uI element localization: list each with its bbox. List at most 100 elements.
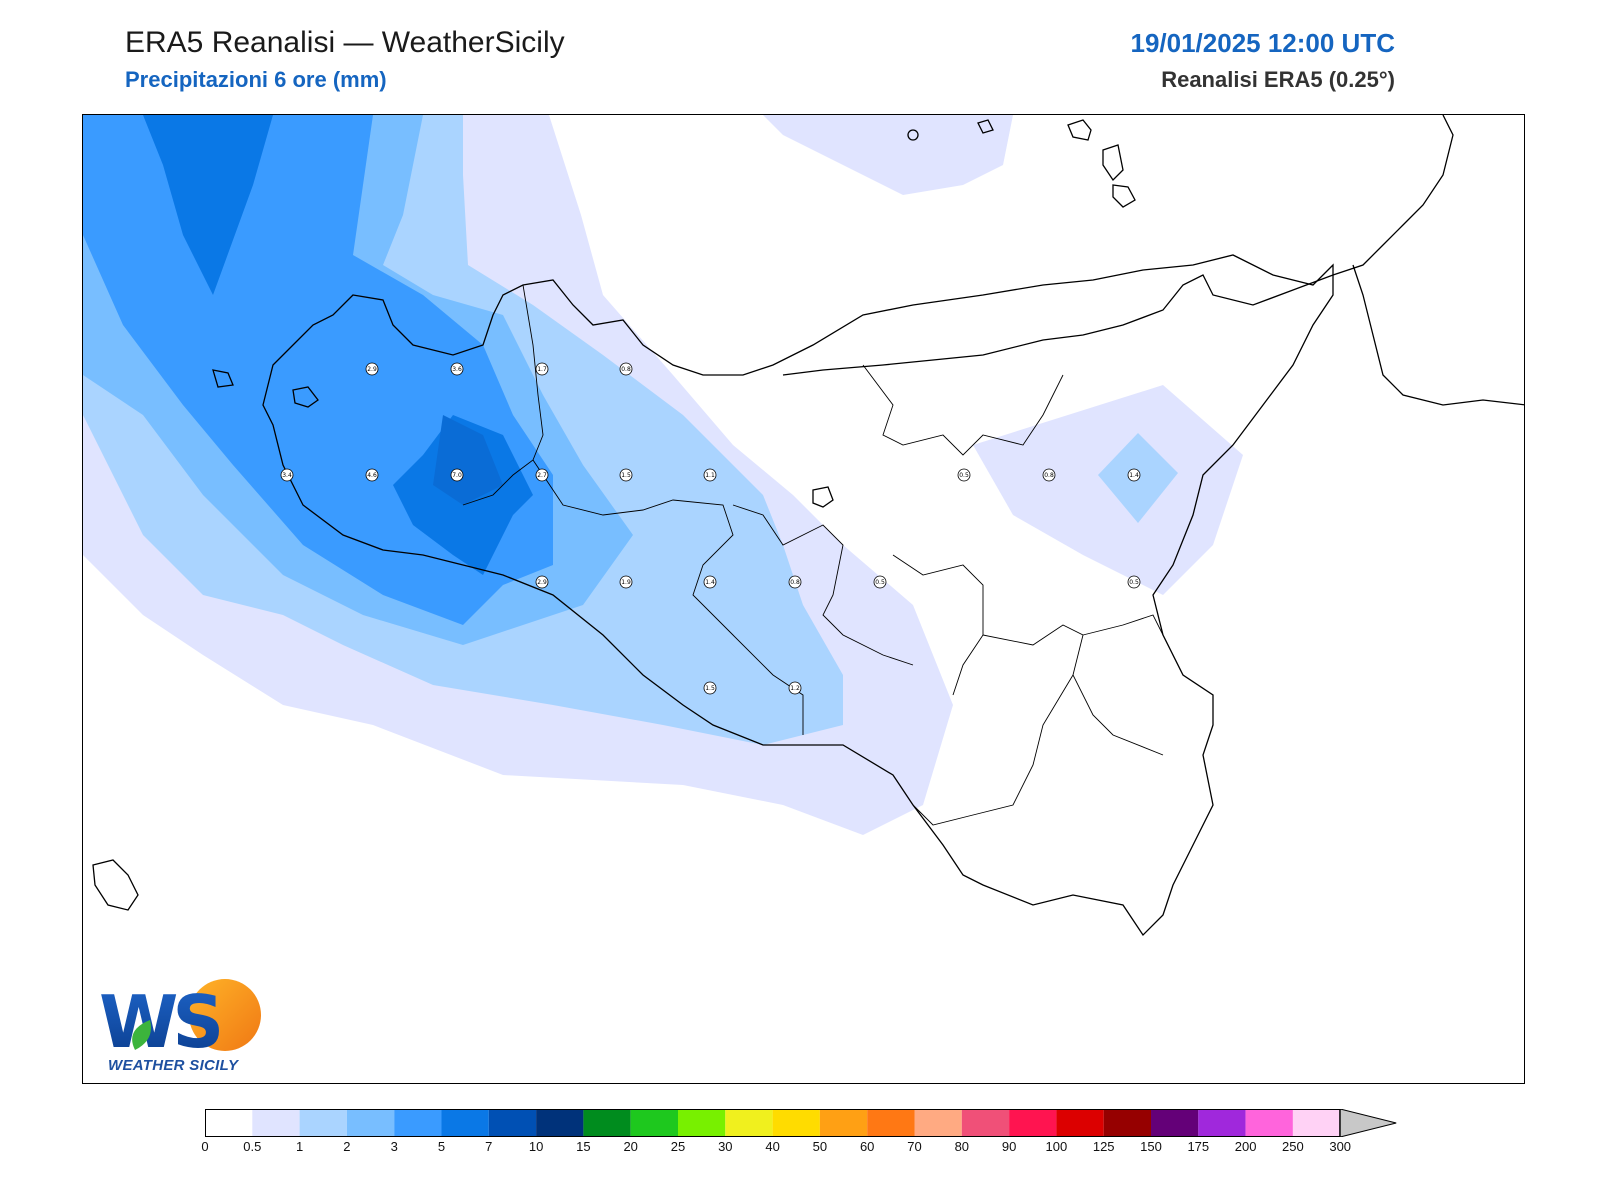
colorbar-swatch [536, 1109, 584, 1137]
map-title: ERA5 Reanalisi — WeatherSicily [125, 26, 565, 59]
colorbar-swatch [1151, 1109, 1199, 1137]
station-marker-circle [788, 575, 802, 589]
colorbar-swatch [678, 1109, 726, 1137]
calabria-north-coast [782, 274, 1334, 376]
station-marker-circle [1042, 468, 1056, 482]
logo-leaf-icon [132, 1020, 151, 1050]
station-marker-value: 2.9 [537, 579, 547, 586]
border-siracusa-catania-east [1082, 614, 1164, 636]
logo-letters: WS [99, 980, 219, 1064]
station-value-marker: 3.4 [280, 468, 294, 482]
colorbar-swatch [205, 1109, 253, 1137]
border-ragusa [912, 674, 1074, 826]
station-value-marker: 1.2 [788, 681, 802, 695]
station-marker-circle [280, 468, 294, 482]
station-marker-circle [873, 575, 887, 589]
station-value-marker: 1.4 [1127, 468, 1141, 482]
map-canvas: 2.9 3.6 1.7 0.8 3.4 4.6 7.0 2.7 1.5 1.1 0.5 0.8 1.4 2… [83, 115, 1524, 937]
colorbar-tick-label: 40 [765, 1139, 780, 1154]
station-marker-value: 3.4 [282, 472, 292, 479]
colorbar-overflow-arrow [1339, 1109, 1397, 1137]
station-marker-circle [788, 681, 802, 695]
station-marker-circle [535, 468, 549, 482]
station-value-marker: 0.8 [1042, 468, 1056, 482]
colorbar-tick-label: 0 [201, 1139, 209, 1154]
station-marker-circle [365, 468, 379, 482]
border-messina [862, 364, 1064, 456]
station-marker-circle [1127, 468, 1141, 482]
valid-datetime: 19/01/2025 12:00 UTC [1130, 28, 1395, 58]
station-marker-circle [1127, 575, 1141, 589]
colorbar-swatch [441, 1109, 489, 1137]
colorbar-swatch [725, 1109, 773, 1137]
colorbar-swatch [772, 1109, 820, 1137]
island-salina [977, 119, 994, 134]
colorbar-swatch [394, 1109, 442, 1137]
island-pantelleria [92, 859, 139, 911]
station-marker-value: 1.4 [705, 579, 715, 586]
colorbar-swatch [1103, 1109, 1151, 1137]
station-marker-value: 1.5 [621, 472, 631, 479]
colorbar-swatch [488, 1109, 537, 1137]
precipitation-contours [83, 115, 1243, 835]
coastlines [92, 115, 1524, 937]
station-value-marker: 4.6 [365, 468, 379, 482]
colorbar [205, 1109, 1397, 1137]
station-value-marker: 1.7 [535, 362, 549, 376]
station-marker-circle [365, 362, 379, 376]
colorbar-tick-label: 90 [1001, 1139, 1017, 1154]
colorbar-swatch [1292, 1109, 1341, 1137]
colorbar-swatch [346, 1109, 395, 1137]
colorbar-swatch [961, 1109, 1010, 1137]
map-subtitle: Precipitazioni 6 ore (mm) [125, 67, 387, 92]
sicily-coastline [262, 254, 1334, 937]
colorbar-swatch [1245, 1109, 1293, 1137]
colorbar-tick-label: 60 [859, 1139, 875, 1154]
station-marker-value: 2.7 [537, 472, 547, 479]
colorbar-labels: 0 0.5 1 2 3 5 7 10 15 20 25 30 40 50 60 70 80 90 100 125 150… [0, 1139, 1600, 1159]
border-enna-catania [892, 554, 984, 696]
colorbar-tick-label: 300 [1329, 1139, 1352, 1154]
colorbar-tick-label: 3 [390, 1139, 398, 1154]
colorbar-tick-label: 100 [1045, 1139, 1068, 1154]
colorbar-tick-label: 2 [343, 1139, 351, 1154]
station-marker-circle [450, 362, 464, 376]
contour-0.5-north [763, 115, 1013, 195]
precipitation-map: 2.9 3.6 1.7 0.8 3.4 4.6 7.0 2.7 1.5 1.1 0.5 0.8 1.4 2… [82, 114, 1525, 1084]
border-trapani-palermo [462, 284, 544, 506]
colorbar-tick-label: 5 [437, 1139, 446, 1154]
calabria-coastline [1332, 115, 1524, 406]
station-marker-circle [450, 468, 464, 482]
station-marker-value: 1.2 [790, 685, 800, 692]
colorbar-swatch [252, 1109, 300, 1137]
weather-sicily-logo: WS [99, 979, 261, 1064]
station-value-marker: 1.1 [703, 468, 717, 482]
station-value-marker: 3.6 [450, 362, 464, 376]
station-value-marker: 0.5 [1127, 575, 1141, 589]
colorbar-swatch [914, 1109, 962, 1137]
station-marker-value: 2.9 [367, 366, 377, 373]
station-marker-value: 1.5 [705, 685, 715, 692]
station-marker-circle [619, 575, 633, 589]
station-marker-value: 0.5 [959, 472, 969, 479]
colorbar-swatch [583, 1109, 631, 1137]
colorbar-swatch [1198, 1109, 1246, 1137]
colorbar-tick-label: 150 [1140, 1139, 1162, 1154]
station-marker-circle [703, 575, 717, 589]
station-marker-circle [535, 575, 549, 589]
station-value-marker: 2.9 [535, 575, 549, 589]
station-marker-value: 0.5 [875, 579, 885, 586]
station-value-marker: 1.4 [703, 575, 717, 589]
station-marker-value: 1.9 [621, 579, 631, 586]
colorbar-tick-label: 7 [485, 1139, 493, 1154]
station-markers: 2.9 3.6 1.7 0.8 3.4 4.6 7.0 2.7 1.5 1.1 0.5 0.8 1.4 2… [280, 362, 1141, 695]
station-value-marker: 2.9 [365, 362, 379, 376]
station-marker-value: 1.7 [537, 366, 547, 373]
station-value-marker: 0.8 [619, 362, 633, 376]
island-vulcano [1102, 144, 1124, 182]
colorbar-tick-label: 50 [812, 1139, 828, 1154]
colorbar-swatch [819, 1109, 868, 1137]
island-stromboli [907, 129, 919, 141]
island-ustica [812, 486, 834, 508]
colorbar-tick-label: 20 [623, 1139, 638, 1154]
